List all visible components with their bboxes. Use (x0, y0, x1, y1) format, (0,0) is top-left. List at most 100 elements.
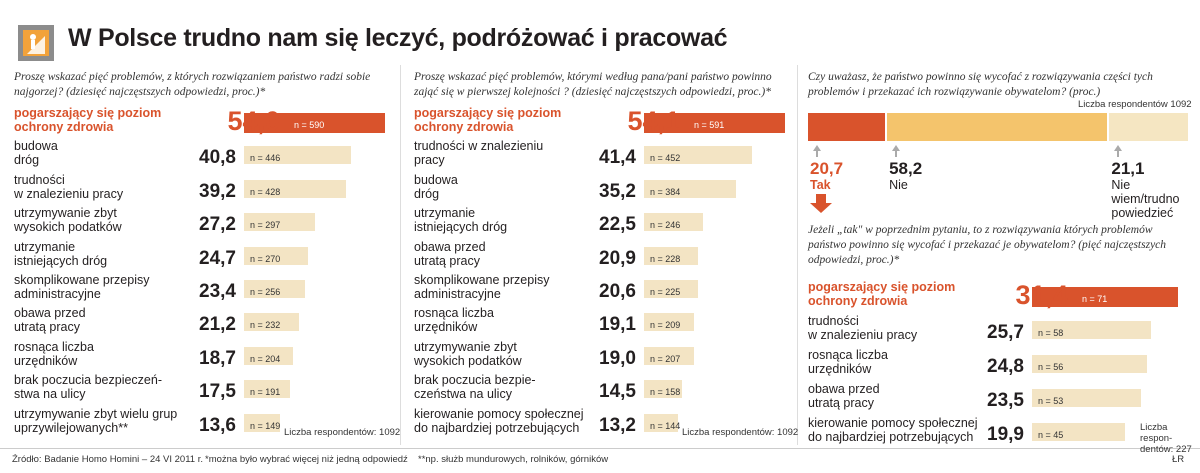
category-label: rosnąca liczba urzędników (14, 339, 94, 368)
value-label: 13,6 (199, 414, 236, 436)
n-label: n = 428 (250, 186, 281, 197)
value-label: 20,9 (599, 247, 636, 269)
n-label: n = 256 (250, 287, 281, 297)
bar-segment (1109, 113, 1188, 141)
category-label: Nie (889, 178, 908, 192)
bar-segment (887, 113, 1108, 141)
category-label: obawa przed utratą pracy (414, 239, 486, 268)
n-label: n = 452 (650, 153, 681, 164)
bar-segment (808, 113, 886, 141)
bar (244, 413, 280, 432)
respondents: Liczba respondentów: 1092 (284, 426, 401, 438)
bar (644, 246, 699, 265)
bar (1032, 321, 1152, 339)
bar (244, 146, 351, 165)
category-label: rosnąca liczba urzędników (414, 306, 494, 335)
icon (23, 30, 49, 56)
arrow (892, 145, 901, 151)
n-label: n = 591 (694, 120, 725, 130)
category-label: utrzymywanie zbyt wysokich podatków (14, 206, 122, 235)
value-label: 21,1 (1111, 159, 1145, 178)
respondents: Liczba respon- dentów: 227 (1140, 422, 1192, 455)
n-label: n = 149 (250, 420, 281, 431)
value-label: 27,2 (199, 214, 236, 236)
value-label: 21,2 (199, 314, 236, 336)
bar (244, 246, 309, 265)
arrow-down (810, 203, 832, 213)
category-label: pogarszający się poziom ochrony zdrowia (808, 280, 956, 308)
category-label: Tak (810, 178, 831, 192)
value-label: 20,7 (810, 159, 844, 178)
n-label: n = 71 (1082, 294, 1108, 304)
bar (644, 346, 694, 365)
category-label: pogarszający się poziom ochrony zdrowia (14, 106, 162, 134)
category-label: trudności w znalezieniu pracy (414, 139, 544, 168)
category-label: kierowanie pomocy społecznej do najbardz… (414, 406, 584, 435)
title: W Polsce trudno nam się leczyć, podróżow… (68, 24, 728, 52)
n-label: n = 590 (294, 120, 325, 130)
separator (400, 65, 401, 445)
category-label: kierowanie pomocy społecznej do najbardz… (808, 416, 978, 444)
question: Czy uważasz, że państwo powinno się wyco… (808, 71, 1153, 98)
n-label: n = 246 (650, 220, 681, 231)
author: ŁR (1172, 454, 1185, 465)
category-label: utrzymywanie zbyt wysokich podatków (414, 339, 522, 368)
question: Jeżeli „tak" w poprzednim pytaniu, to z … (808, 224, 1167, 266)
bar (1032, 423, 1125, 441)
arrow-stem (1117, 151, 1120, 157)
n-label: n = 144 (650, 420, 681, 431)
bar (644, 146, 752, 165)
icon-figure (27, 34, 45, 54)
n-label: n = 225 (650, 287, 681, 297)
arrow-stem (816, 151, 818, 157)
category-label: utrzymanie istniejących dróg (414, 206, 508, 235)
value-label: 17,5 (199, 381, 236, 403)
question: Proszę wskazać pięć problemów, którymi w… (414, 71, 772, 98)
value-label: 20,6 (599, 281, 636, 302)
value-label: 39,2 (199, 180, 236, 202)
category-label: obawa przed utratą pracy (14, 306, 86, 335)
value-label: 24,7 (199, 247, 236, 269)
value-label: 19,0 (599, 347, 636, 369)
question: Proszę wskazać pięć problemów, z których… (14, 71, 371, 98)
category-label: budowa dróg (14, 139, 58, 168)
value-label: 35,2 (599, 180, 636, 202)
n-label: n = 384 (650, 186, 681, 197)
value-label: 23,4 (199, 281, 236, 302)
n-label: n = 270 (250, 253, 281, 264)
bar (244, 213, 316, 232)
category-label: trudności w znalezieniu pracy (14, 172, 124, 201)
bar (1032, 287, 1178, 307)
bar (244, 313, 300, 332)
value-label: 25,7 (987, 322, 1024, 343)
value-label: 24,8 (987, 356, 1024, 377)
bar (1032, 389, 1142, 407)
value-label: 14,5 (599, 381, 636, 403)
category-label: budowa dróg (414, 172, 458, 201)
bar (644, 280, 698, 298)
value-label: 54,0 (227, 106, 280, 136)
n-label: n = 207 (650, 353, 681, 364)
n-label: n = 158 (650, 387, 681, 398)
category-label: skomplikowane przepisy administracyjne (14, 273, 150, 301)
bar (1032, 355, 1148, 373)
value-label: 23,5 (987, 390, 1024, 411)
n-label: n = 53 (1038, 396, 1064, 406)
icon-frame (18, 25, 54, 61)
bar (644, 413, 679, 432)
n-label: n = 446 (250, 153, 281, 164)
n-label: n = 191 (250, 387, 281, 398)
bar (644, 113, 785, 133)
bar (644, 313, 694, 332)
category-label: obawa przed utratą pracy (808, 382, 880, 410)
value-label: 31,4 (1015, 280, 1068, 310)
value-label: 40,8 (199, 147, 236, 169)
category-label: Nie wiem/trudno powiedzieć (1111, 178, 1180, 220)
bar (644, 213, 703, 232)
respondents: Liczba respondentów 1092 (1078, 99, 1192, 110)
bar (244, 380, 290, 399)
category-label: trudności w znalezieniu pracy (808, 314, 918, 342)
n-label: n = 232 (250, 320, 281, 331)
value-label: 58,2 (889, 159, 923, 178)
